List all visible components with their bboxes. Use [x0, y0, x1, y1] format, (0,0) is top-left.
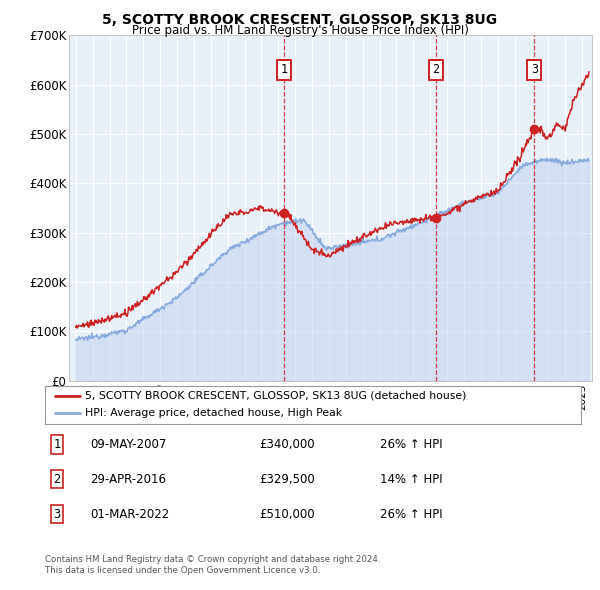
Text: 14% ↑ HPI: 14% ↑ HPI — [380, 473, 443, 486]
Text: HPI: Average price, detached house, High Peak: HPI: Average price, detached house, High… — [85, 408, 343, 418]
Text: £510,000: £510,000 — [259, 508, 315, 521]
Text: 2: 2 — [432, 63, 439, 77]
Text: 5, SCOTTY BROOK CRESCENT, GLOSSOP, SK13 8UG: 5, SCOTTY BROOK CRESCENT, GLOSSOP, SK13 … — [103, 13, 497, 27]
Text: 2: 2 — [53, 473, 61, 486]
Text: 29-APR-2016: 29-APR-2016 — [91, 473, 167, 486]
Text: Contains HM Land Registry data © Crown copyright and database right 2024.: Contains HM Land Registry data © Crown c… — [45, 555, 380, 563]
Text: Price paid vs. HM Land Registry's House Price Index (HPI): Price paid vs. HM Land Registry's House … — [131, 24, 469, 37]
Text: 26% ↑ HPI: 26% ↑ HPI — [380, 438, 443, 451]
Text: 01-MAR-2022: 01-MAR-2022 — [91, 508, 170, 521]
Text: This data is licensed under the Open Government Licence v3.0.: This data is licensed under the Open Gov… — [45, 566, 320, 575]
Text: 3: 3 — [531, 63, 538, 77]
Text: 09-MAY-2007: 09-MAY-2007 — [91, 438, 167, 451]
Text: £329,500: £329,500 — [259, 473, 315, 486]
Text: 3: 3 — [53, 508, 61, 521]
Text: 5, SCOTTY BROOK CRESCENT, GLOSSOP, SK13 8UG (detached house): 5, SCOTTY BROOK CRESCENT, GLOSSOP, SK13 … — [85, 391, 467, 401]
Text: 26% ↑ HPI: 26% ↑ HPI — [380, 508, 443, 521]
Text: 1: 1 — [281, 63, 288, 77]
Text: 1: 1 — [53, 438, 61, 451]
Text: £340,000: £340,000 — [259, 438, 315, 451]
